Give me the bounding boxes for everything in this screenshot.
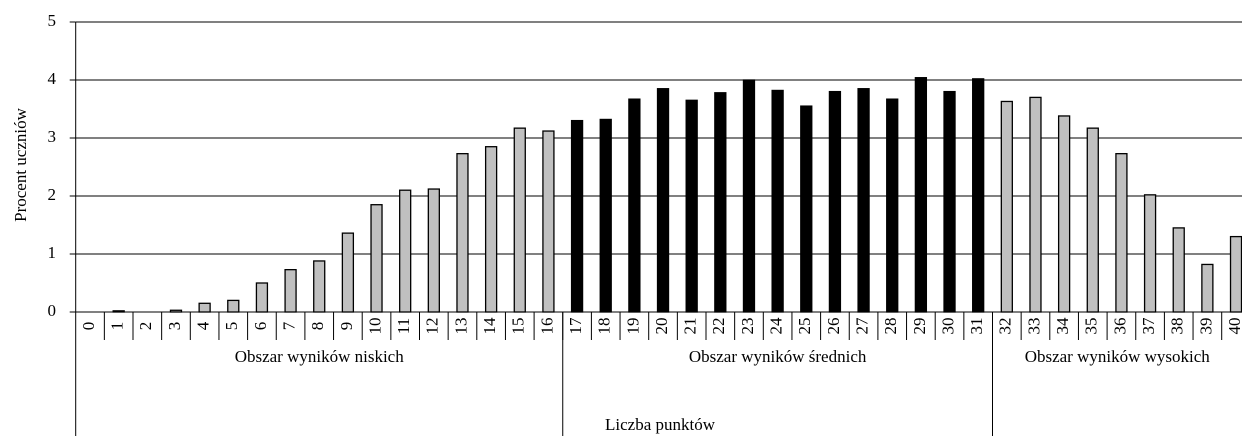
bar [1115,153,1128,313]
x-tick-label: 28 [881,318,900,335]
x-tick-label: 11 [394,318,413,334]
bar [255,282,269,313]
y-tick-label: 5 [48,11,57,30]
x-tick-label: 24 [767,317,786,335]
bar [656,88,670,313]
x-tick-label: 38 [1168,318,1187,335]
x-tick-label: 36 [1110,318,1129,335]
bar [628,98,641,313]
bar [399,189,412,313]
y-tick-label: 0 [48,301,57,320]
x-tick-label: 25 [795,318,814,335]
bar [1229,235,1242,313]
bar [1000,100,1013,313]
bar [1029,96,1042,313]
bar [1086,127,1099,313]
x-tick-label: 6 [251,322,270,331]
x-tick-label: 0 [79,322,98,331]
bar [771,89,784,313]
bar [1172,227,1185,313]
x-tick-label: 5 [222,322,241,331]
x-tick-label: 32 [996,318,1015,335]
x-tick-label: 27 [852,317,871,335]
x-tick-label: 15 [509,318,528,335]
bar [198,302,211,313]
x-tick-label: 17 [566,317,585,335]
bar [800,105,813,313]
bar [914,77,928,313]
x-tick-label: 29 [910,318,929,335]
group-label: Obszar wyników wysokich [1024,347,1210,366]
x-tick-label: 34 [1053,317,1072,335]
bar [714,92,727,313]
bar [513,127,526,313]
y-tick-label: 2 [48,185,57,204]
x-tick-label: 14 [480,317,499,335]
x-tick-label: 23 [738,318,757,335]
y-axis-label: Procent uczniów [11,107,30,221]
group-label: Obszar wyników średnich [688,347,867,366]
bar [542,130,555,313]
bar [427,188,440,313]
bar [742,79,756,313]
bar [370,204,383,313]
bar [484,146,498,313]
bar [857,88,870,313]
x-tick-label: 21 [681,318,700,335]
y-tick-label: 1 [48,243,57,262]
x-tick-label: 8 [308,322,327,331]
x-tick-label: 22 [709,318,728,335]
x-tick-label: 4 [194,321,213,330]
bar [456,153,469,313]
bar [570,119,584,313]
x-tick-label: 39 [1196,318,1215,335]
y-tick-label: 4 [48,69,57,88]
bar [972,78,985,313]
x-tick-label: 18 [595,318,614,335]
x-tick-label: 35 [1082,318,1101,335]
x-tick-label: 20 [652,318,671,335]
bar [1143,194,1157,313]
x-tick-label: 19 [623,318,642,335]
x-tick-label: 3 [165,322,184,331]
x-tick-label: 10 [365,318,384,335]
bar [1057,115,1071,313]
x-tick-label: 13 [451,318,470,335]
x-tick-label: 2 [136,322,155,331]
bar [313,260,326,313]
x-tick-label: 26 [824,318,843,335]
bar [284,269,297,313]
x-tick-label: 33 [1024,318,1043,335]
x-tick-label: 9 [337,322,356,331]
bar [886,98,899,313]
x-tick-label: 16 [537,318,556,335]
x-axis-label: Liczba punktów [605,415,716,434]
x-tick-label: 30 [938,318,957,335]
x-tick-label: 1 [108,322,127,331]
x-tick-label: 37 [1139,317,1158,335]
y-tick-label: 3 [48,127,57,146]
bar [943,90,956,313]
bar [1201,263,1214,313]
bar [227,299,240,313]
bar [685,99,698,313]
x-tick-label: 12 [423,318,442,335]
bar [599,118,612,313]
bar [828,90,842,313]
x-tick-label: 40 [1225,318,1242,335]
bar [341,232,355,313]
x-tick-label: 7 [279,321,298,330]
group-label: Obszar wyników niskich [234,347,404,366]
x-tick-label: 31 [967,318,986,335]
